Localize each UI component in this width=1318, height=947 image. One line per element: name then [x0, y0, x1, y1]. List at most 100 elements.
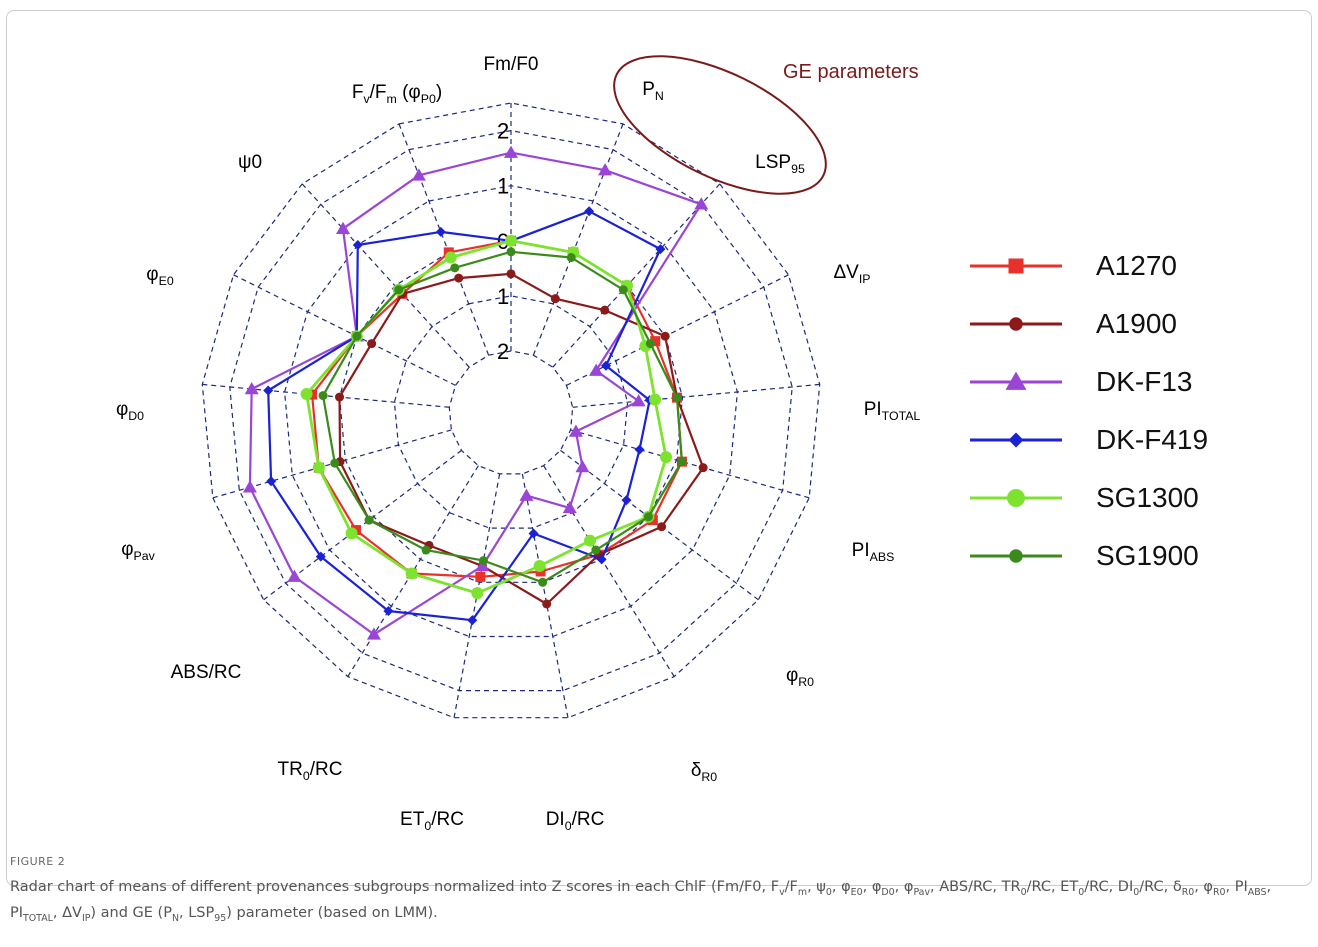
- series-sg1300: [300, 234, 673, 600]
- data-point: [300, 388, 313, 401]
- data-point: [618, 285, 628, 295]
- data-point: [660, 451, 673, 464]
- data-point: [591, 545, 601, 555]
- data-point: [550, 294, 560, 304]
- radial-tick-label: 2: [497, 119, 509, 144]
- data-point: [649, 393, 662, 406]
- data-point: [631, 394, 646, 407]
- data-point: [475, 571, 486, 582]
- data-point: [575, 459, 590, 473]
- axis-label: φR0: [785, 665, 815, 689]
- data-point: [506, 269, 516, 279]
- data-point: [318, 391, 328, 401]
- legend-label: DK-F13: [1096, 366, 1193, 397]
- series-line: [305, 239, 668, 595]
- data-point: [263, 385, 274, 396]
- data-point: [506, 247, 516, 257]
- legend-label: A1270: [1096, 250, 1177, 281]
- radial-tick-label: 1: [497, 284, 509, 309]
- data-point: [444, 251, 457, 264]
- data-point: [345, 527, 358, 540]
- ge-parameters-annotation: GE parameters: [783, 61, 919, 83]
- legend-swatch: [970, 489, 1062, 507]
- axis-label: Fv/Fm (φP0): [351, 82, 443, 106]
- data-point: [352, 331, 362, 341]
- ge-parameters-ellipse: [613, 55, 827, 195]
- series-dk-f13: [242, 145, 709, 640]
- legend-swatch: [970, 549, 1062, 563]
- data-point: [584, 206, 595, 217]
- radial-tick-label: 1: [497, 174, 509, 199]
- grid-ring-4: [229, 129, 793, 692]
- figure-caption: Radar chart of means of different proven…: [10, 879, 1272, 924]
- data-point: [266, 476, 277, 487]
- legend-marker: [1009, 317, 1023, 331]
- axis-label: φD0: [115, 399, 145, 423]
- data-point: [655, 244, 666, 255]
- data-point: [542, 599, 552, 609]
- data-point: [352, 239, 363, 250]
- data-point: [694, 197, 709, 210]
- data-point: [421, 545, 431, 555]
- legend-swatch: [970, 371, 1062, 390]
- axis-label: LSP95: [755, 152, 805, 176]
- legend-item: DK-F419: [966, 414, 1266, 472]
- figure-label: FIGURE 2: [10, 855, 66, 868]
- grid-spoke-4: [566, 274, 789, 386]
- data-point: [677, 457, 687, 467]
- data-point: [634, 444, 645, 455]
- legend-item: A1270: [966, 240, 1266, 298]
- data-point: [519, 488, 534, 501]
- data-point: [538, 577, 548, 587]
- legend-item: A1900: [966, 298, 1266, 356]
- grid-spoke-3: [552, 183, 721, 368]
- grid-spoke-0: [398, 123, 490, 356]
- axis-label: ET0/RC: [400, 809, 464, 833]
- axis-label: ψ0: [237, 152, 263, 173]
- axis-label: φPav: [121, 539, 155, 563]
- axis-label: PITOTAL: [863, 399, 921, 423]
- chart-legend: A1270 A1900 DK-F13 DK-F419 SG1300 SG1900: [966, 240, 1266, 588]
- legend-marker: [1009, 549, 1023, 563]
- grid-spoke-5: [572, 383, 820, 408]
- data-point: [330, 458, 340, 468]
- data-point: [367, 339, 377, 349]
- data-point: [600, 360, 611, 371]
- data-point: [435, 226, 446, 237]
- data-point: [405, 567, 418, 580]
- axis-label: φE0: [146, 264, 174, 288]
- axis-label: ABS/RC: [170, 662, 242, 683]
- data-point: [589, 363, 604, 376]
- data-point: [650, 336, 661, 347]
- data-point: [471, 587, 484, 600]
- data-point: [600, 305, 610, 315]
- grid-ring-0: [448, 350, 574, 475]
- grid-spoke-15: [233, 274, 456, 386]
- data-point: [383, 605, 394, 616]
- axis-labels: Fm/F0 Fv/Fm (φP0) ψ0 φE0 φD0 φPav ABS/RC TR0/RC…: [115, 54, 921, 833]
- grid-ring-5: [201, 102, 821, 719]
- data-point: [566, 253, 576, 263]
- legend-label: DK-F419: [1096, 424, 1209, 455]
- grid-spoke-16: [301, 183, 470, 368]
- data-point: [475, 559, 490, 572]
- legend-label: SG1900: [1096, 540, 1199, 571]
- data-point: [528, 528, 539, 539]
- data-point: [467, 615, 478, 626]
- data-point: [366, 627, 381, 640]
- series-line: [321, 250, 684, 584]
- legend-swatch: [970, 317, 1062, 331]
- data-point: [312, 461, 325, 474]
- legend-marker: [1008, 258, 1024, 274]
- data-point: [504, 145, 518, 158]
- axis-label: δR0: [690, 760, 718, 784]
- data-point: [621, 495, 632, 506]
- data-point: [364, 515, 374, 525]
- data-point: [244, 381, 259, 395]
- axis-label: TR0/RC: [277, 759, 343, 783]
- data-point: [596, 554, 607, 565]
- data-point: [454, 273, 464, 283]
- grid-spoke-9: [521, 473, 569, 718]
- legend-swatch: [970, 258, 1062, 274]
